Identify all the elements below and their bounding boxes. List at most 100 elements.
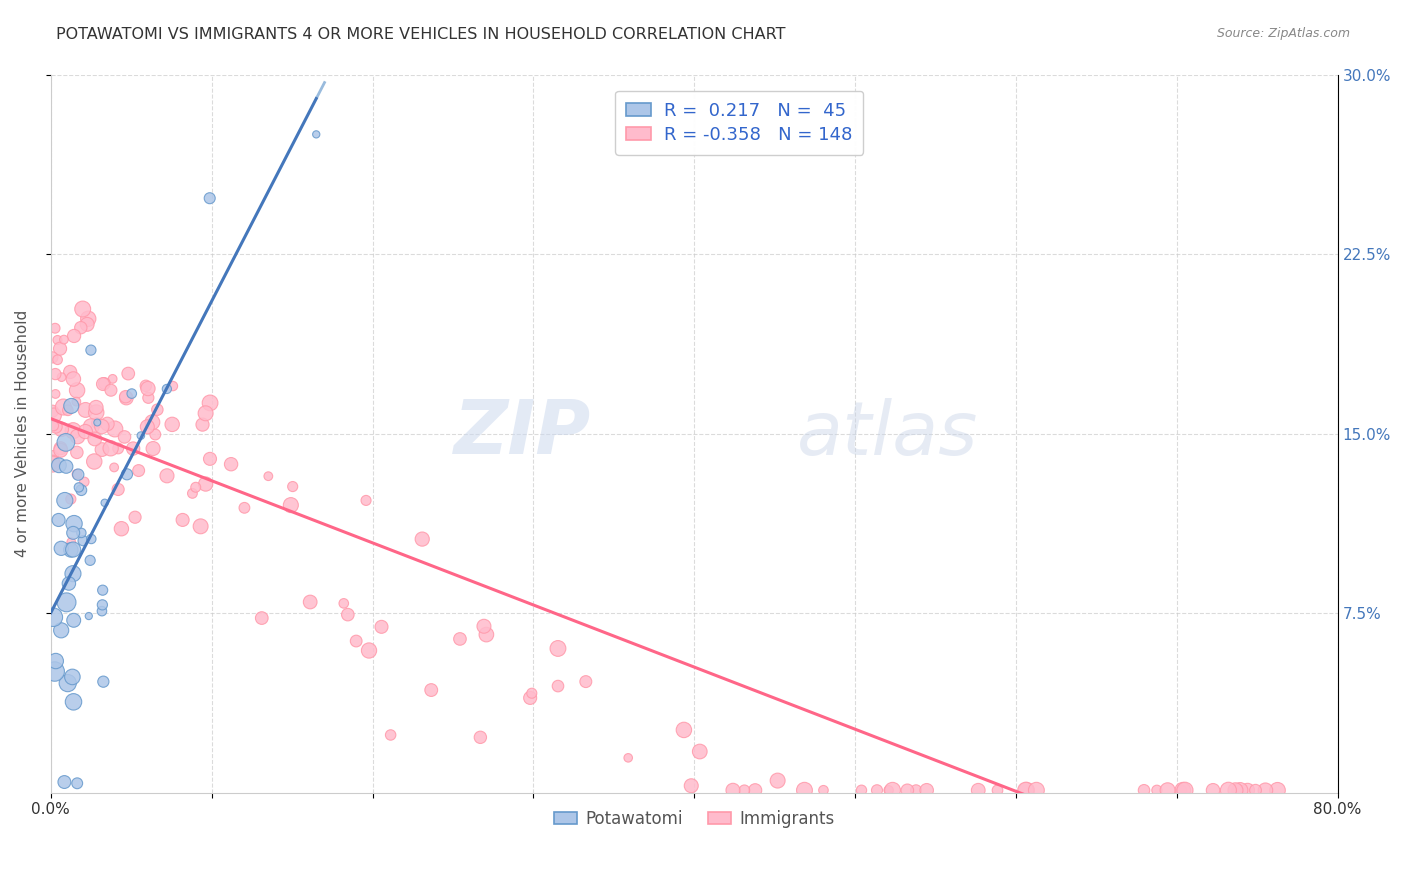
Point bbox=[80, 419, 103, 434]
Point bbox=[333, 596, 356, 610]
Point bbox=[689, 745, 711, 759]
Point bbox=[146, 402, 169, 417]
Point bbox=[75, 425, 97, 439]
Point bbox=[519, 690, 541, 705]
Point bbox=[51, 541, 73, 556]
Point bbox=[72, 533, 94, 548]
Point bbox=[67, 480, 90, 494]
Point bbox=[55, 595, 77, 609]
Point bbox=[90, 419, 112, 434]
Point bbox=[62, 695, 84, 709]
Point bbox=[1225, 783, 1247, 797]
Point bbox=[336, 607, 359, 622]
Point bbox=[63, 329, 86, 343]
Point bbox=[53, 493, 76, 508]
Point bbox=[56, 403, 79, 417]
Point bbox=[101, 372, 124, 386]
Point bbox=[1226, 783, 1249, 797]
Point bbox=[103, 460, 125, 475]
Point bbox=[160, 417, 183, 432]
Point bbox=[219, 457, 242, 471]
Point bbox=[470, 731, 492, 745]
Point bbox=[48, 458, 70, 473]
Point bbox=[59, 543, 82, 558]
Point bbox=[91, 583, 114, 598]
Point bbox=[896, 783, 918, 797]
Point bbox=[44, 367, 66, 381]
Point bbox=[66, 776, 89, 790]
Point bbox=[58, 576, 80, 591]
Point bbox=[73, 475, 96, 489]
Point bbox=[681, 779, 703, 793]
Point bbox=[41, 457, 63, 471]
Point bbox=[198, 191, 221, 205]
Point bbox=[181, 486, 204, 500]
Point bbox=[65, 394, 87, 409]
Point bbox=[66, 467, 89, 482]
Point bbox=[766, 773, 789, 788]
Point bbox=[41, 404, 63, 418]
Point bbox=[84, 401, 107, 415]
Point bbox=[190, 519, 212, 533]
Point bbox=[62, 372, 84, 386]
Point bbox=[66, 429, 89, 443]
Point bbox=[162, 379, 184, 393]
Point bbox=[733, 783, 755, 797]
Point bbox=[42, 418, 65, 433]
Point bbox=[91, 604, 114, 618]
Point bbox=[72, 301, 94, 316]
Text: POTAWATOMI VS IMMIGRANTS 4 OR MORE VEHICLES IN HOUSEHOLD CORRELATION CHART: POTAWATOMI VS IMMIGRANTS 4 OR MORE VEHIC… bbox=[56, 27, 786, 42]
Point bbox=[114, 430, 136, 444]
Point bbox=[42, 610, 65, 624]
Point bbox=[198, 451, 221, 466]
Point bbox=[46, 333, 69, 347]
Point bbox=[52, 333, 75, 347]
Point bbox=[86, 416, 108, 430]
Point bbox=[1254, 783, 1277, 797]
Point bbox=[191, 417, 214, 432]
Point bbox=[138, 391, 160, 405]
Point bbox=[128, 464, 150, 478]
Point bbox=[107, 483, 129, 497]
Point bbox=[41, 351, 63, 365]
Point bbox=[877, 783, 900, 797]
Point bbox=[59, 492, 82, 507]
Point bbox=[115, 391, 138, 405]
Point bbox=[575, 674, 598, 689]
Point bbox=[122, 442, 145, 456]
Point bbox=[744, 783, 766, 797]
Point bbox=[1202, 783, 1225, 797]
Point bbox=[67, 467, 90, 482]
Point bbox=[60, 670, 83, 684]
Point bbox=[851, 783, 873, 797]
Point bbox=[100, 383, 122, 397]
Point bbox=[721, 783, 744, 797]
Point bbox=[59, 365, 82, 379]
Point bbox=[1156, 783, 1178, 797]
Point bbox=[45, 654, 67, 668]
Point bbox=[91, 442, 114, 457]
Point bbox=[62, 542, 84, 557]
Point bbox=[141, 415, 163, 429]
Point bbox=[52, 400, 75, 414]
Point bbox=[48, 513, 70, 527]
Point bbox=[1244, 783, 1267, 797]
Point bbox=[305, 128, 328, 142]
Point bbox=[121, 386, 143, 401]
Point bbox=[93, 496, 115, 510]
Point bbox=[75, 403, 97, 417]
Point bbox=[194, 406, 217, 420]
Point bbox=[44, 665, 66, 679]
Point bbox=[1218, 783, 1240, 797]
Point bbox=[62, 525, 84, 540]
Point bbox=[115, 467, 138, 482]
Point bbox=[198, 396, 221, 410]
Y-axis label: 4 or more Vehicles in Household: 4 or more Vehicles in Household bbox=[15, 310, 30, 558]
Point bbox=[91, 598, 114, 612]
Point bbox=[77, 311, 100, 326]
Point bbox=[41, 454, 63, 468]
Point bbox=[135, 379, 157, 393]
Point bbox=[299, 595, 322, 609]
Point bbox=[70, 525, 93, 540]
Point bbox=[100, 442, 122, 456]
